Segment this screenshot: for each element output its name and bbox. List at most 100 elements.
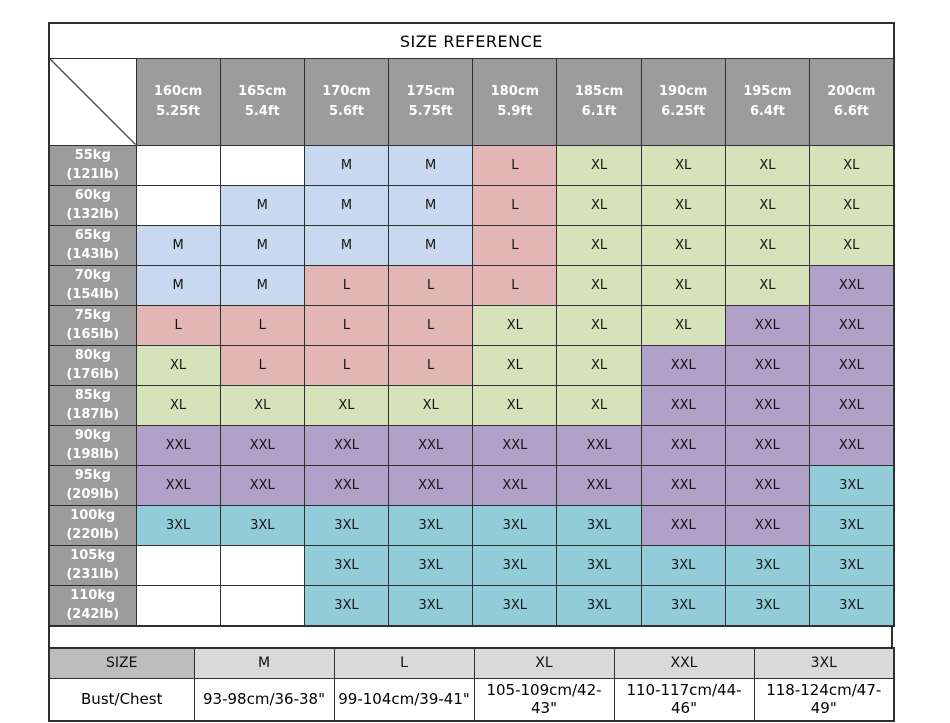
height-cm: 175cm [406,84,455,100]
weight-label-cell: 95kg (209lb) [48,464,137,506]
size-cell: XXL [556,464,642,506]
size-cell: XXL [724,304,811,346]
legend-measurement-cell: 118-124cm/47-49" [753,677,895,721]
corner-cell [48,58,137,146]
size-cell: 3XL [388,584,474,626]
size-cell: L [135,304,221,346]
size-cell: L [388,304,474,346]
size-cell: L [219,344,305,386]
table-row: 80kg (176lb) XL L L L XL XL XXL XXL XXL [48,344,895,386]
size-reference-table: SIZE REFERENCE 160cm 5.25ft 165cm 5.4ft 170c… [48,22,895,627]
weight-kg: 95kg [74,467,111,483]
table-row: 90kg (198lb) XXL XXL XXL XXL XXL XXL XXL XXL XXL [48,424,895,466]
weight-label-cell: 85kg (187lb) [48,384,137,426]
size-cell: 3XL [388,504,474,546]
table-row: 70kg (154lb) M M L L L XL XL XL XXL [48,264,895,306]
size-cell: XL [135,344,221,386]
size-cell: XXL [303,424,390,466]
size-cell: XL [556,224,642,266]
size-cell: XXL [724,424,811,466]
size-cell: XL [556,344,642,386]
weight-label-cell: 60kg (132lb) [48,184,137,226]
size-cell: XXL [388,464,474,506]
height-ft: 6.25ft [661,103,706,119]
size-cell: XL [640,304,726,346]
page-title: SIZE REFERENCE [48,22,895,59]
size-cell: L [388,344,474,386]
size-cell: 3XL [219,504,305,546]
size-cell: XL [472,344,558,386]
size-cell: XXL [724,464,811,506]
size-cell: XL [303,384,390,426]
size-cell: M [219,264,305,306]
size-cell: 3XL [388,544,474,586]
size-cell: XXL [640,344,726,386]
size-cell: 3XL [808,544,895,586]
height-header-row: 160cm 5.25ft 165cm 5.4ft 170cm 5.6ft 175cm 5.75… [48,58,895,146]
legend-size-cell: XXL [613,647,755,679]
height-cm: 170cm [322,84,371,100]
legend-size-label: SIZE [48,647,195,679]
empty-cell [219,544,305,586]
weight-lb: (242lb) [66,607,120,622]
weight-label-cell: 70kg (154lb) [48,264,137,306]
size-cell: L [472,184,558,226]
size-cell: L [472,224,558,266]
size-cell: XL [724,184,811,226]
size-cell: XL [388,384,474,426]
size-cell: 3XL [135,504,221,546]
size-cell: XXL [135,464,221,506]
size-cell: M [135,264,221,306]
size-cell: L [472,264,558,306]
weight-kg: 65kg [74,227,111,243]
table-row: 60kg (132lb) M M M L XL XL XL XL [48,184,895,226]
height-header-cell: 200cm 6.6ft [808,58,895,146]
size-cell: XXL [724,344,811,386]
size-cell: M [388,224,474,266]
size-cell: XXL [808,424,895,466]
table-row: 55kg (121lb) M M L XL XL XL XL [48,144,895,186]
size-cell: L [303,304,390,346]
size-cell: 3XL [556,504,642,546]
size-cell: 3XL [303,584,390,626]
weight-lb: (121lb) [66,167,120,182]
size-cell: XL [808,184,895,226]
size-cell: XXL [724,504,811,546]
weight-label-cell: 75kg (165lb) [48,304,137,346]
weight-label-cell: 80kg (176lb) [48,344,137,386]
legend-measurement-cell: 99-104cm/39-41" [333,677,475,721]
size-cell: 3XL [808,464,895,506]
table-row: 85kg (187lb) XL XL XL XL XL XL XXL XXL XXL [48,384,895,426]
spacer-row [48,626,893,647]
size-cell: M [303,184,390,226]
weight-label-cell: 110kg (242lb) [48,584,137,626]
weight-kg: 55kg [74,147,111,163]
size-cell: M [388,184,474,226]
empty-cell [219,584,305,626]
legend-size-cell: 3XL [753,647,895,679]
empty-cell [219,144,305,186]
height-cm: 190cm [659,84,708,100]
size-cell: M [219,184,305,226]
size-cell: XL [135,384,221,426]
size-cell: XL [808,224,895,266]
height-ft: 5.25ft [156,103,201,119]
size-cell: XXL [808,264,895,306]
size-cell: 3XL [640,584,726,626]
size-cell: XL [640,144,726,186]
legend-measurement-cell: 110-117cm/44-46" [613,677,755,721]
size-cell: XL [556,304,642,346]
weight-label-cell: 90kg (198lb) [48,424,137,466]
height-header-cell: 190cm 6.25ft [640,58,726,146]
size-cell: L [388,264,474,306]
size-cell: M [303,224,390,266]
height-header-cell: 185cm 6.1ft [556,58,642,146]
size-cell: XXL [808,304,895,346]
weight-lb: (154lb) [66,287,120,302]
empty-cell [135,144,221,186]
weight-kg: 75kg [74,307,111,323]
legend-size-cell: XL [473,647,615,679]
legend-bust-row: Bust/Chest 93-98cm/36-38" 99-104cm/39-41"… [48,677,895,721]
height-ft: 6.1ft [581,103,617,119]
size-cell: XXL [472,424,558,466]
